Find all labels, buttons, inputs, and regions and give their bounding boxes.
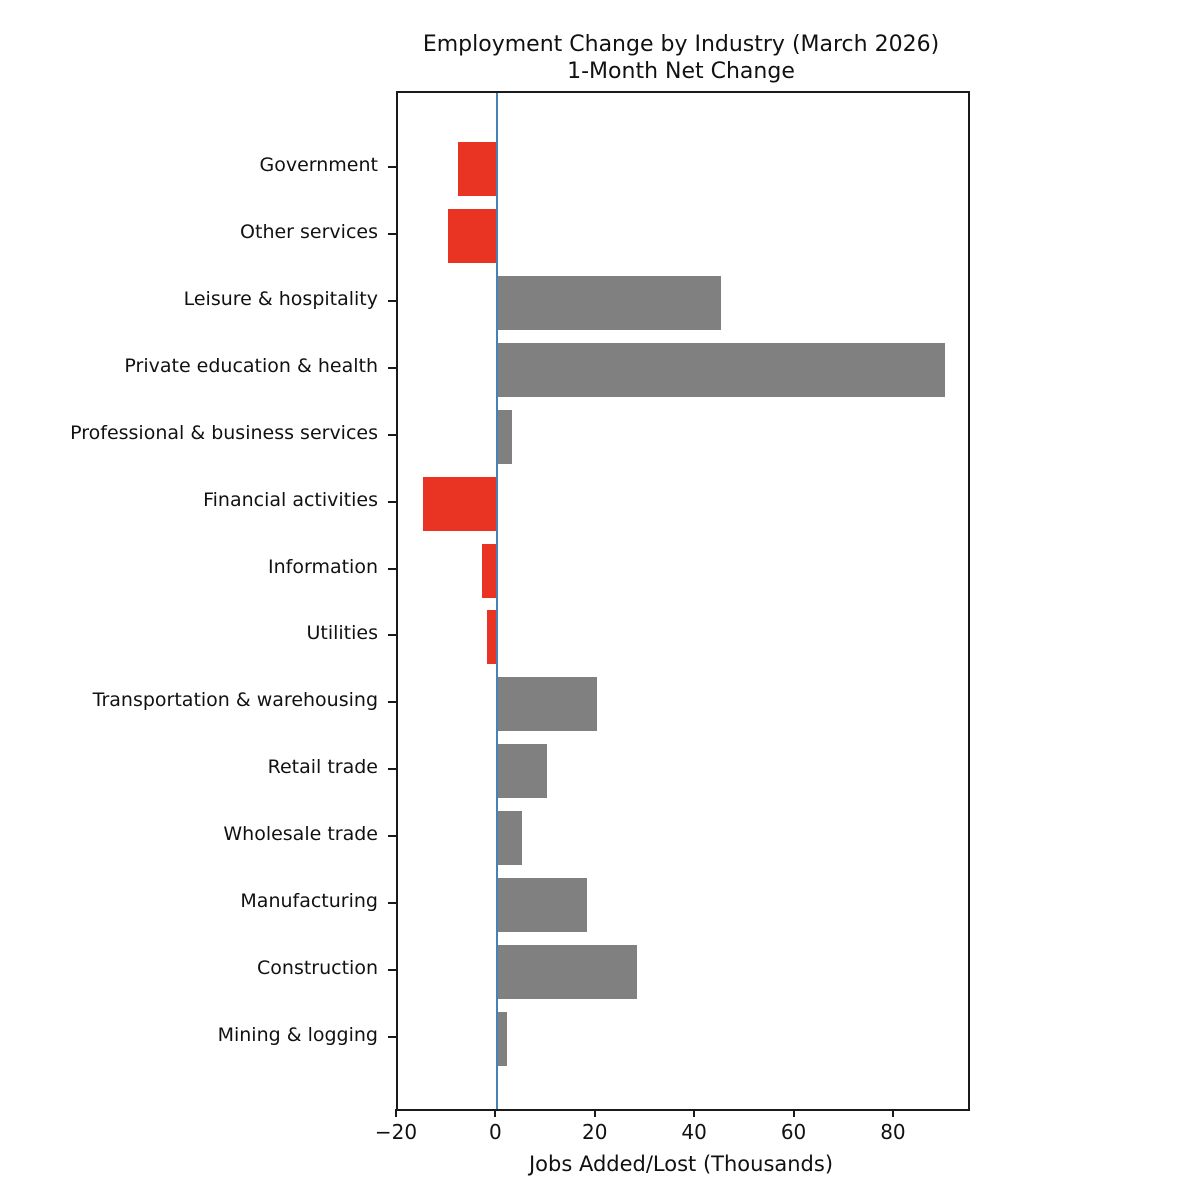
y-tick-mark — [388, 500, 396, 503]
x-tick-mark — [693, 1109, 696, 1117]
x-tick-label: 60 — [780, 1120, 807, 1144]
plot-area — [396, 91, 970, 1111]
zero-reference-line — [496, 93, 499, 1109]
y-tick-label: Other services — [240, 220, 378, 243]
y-tick-mark — [388, 902, 396, 905]
chart-title-line1: Employment Change by Industry (March 202… — [422, 32, 940, 57]
bar-professional-business-services — [497, 409, 513, 464]
x-tick-mark — [792, 1109, 795, 1117]
y-tick-mark — [388, 433, 396, 436]
y-tick-label: Wholesale trade — [223, 823, 378, 846]
y-tick-mark — [388, 299, 396, 302]
y-tick-mark — [388, 969, 396, 972]
y-tick-label: Financial activities — [203, 488, 378, 511]
chart-title-line2: 1-Month Net Change — [567, 59, 795, 84]
x-tick-mark — [494, 1109, 497, 1117]
bar-retail-trade — [497, 744, 548, 799]
y-tick-mark — [388, 166, 396, 168]
x-axis-label: Jobs Added/Lost (Thousands) — [528, 1152, 834, 1176]
bar-mining-logging — [497, 1012, 508, 1066]
bar-financial-activities — [422, 476, 498, 531]
bar-transportation-warehousing — [497, 677, 597, 732]
y-tick-label: Private education & health — [124, 354, 378, 377]
bar-leisure-hospitality — [497, 275, 721, 330]
bar-wholesale-trade — [497, 811, 523, 866]
x-tick-mark — [593, 1109, 596, 1117]
x-tick-label: 0 — [489, 1120, 502, 1144]
x-tick-mark — [395, 1109, 397, 1117]
x-tick-label: 20 — [582, 1120, 608, 1144]
y-tick-mark — [388, 701, 396, 704]
y-tick-label: Professional & business services — [70, 421, 378, 444]
bar-information — [482, 543, 498, 598]
bar-construction — [497, 945, 637, 1000]
bar-private-education-health — [497, 342, 945, 397]
y-tick-label: Construction — [257, 957, 378, 980]
x-tick-mark — [891, 1109, 894, 1117]
y-tick-mark — [388, 366, 396, 369]
y-tick-label: Transportation & warehousing — [92, 689, 378, 712]
y-tick-label: Leisure & hospitality — [183, 287, 378, 310]
y-tick-mark — [388, 567, 396, 570]
y-tick-label: Retail trade — [267, 756, 378, 779]
y-tick-label: Government — [259, 154, 379, 176]
y-tick-label: Manufacturing — [240, 890, 378, 913]
y-tick-label: Utilities — [306, 622, 378, 645]
x-tick-label: 40 — [681, 1120, 707, 1144]
bar-utilities — [487, 610, 498, 665]
x-tick-label: 80 — [880, 1120, 906, 1144]
y-tick-label: Information — [268, 555, 378, 578]
y-tick-label: Mining & logging — [217, 1024, 378, 1046]
y-tick-mark — [388, 232, 396, 235]
chart-title: Employment Change by Industry (March 202… — [396, 31, 966, 85]
bar-manufacturing — [497, 878, 587, 933]
bar-government — [457, 142, 498, 196]
x-tick-label: −20 — [374, 1120, 418, 1144]
y-tick-mark — [388, 768, 396, 771]
y-tick-mark — [388, 835, 396, 838]
bar-other-services — [447, 208, 498, 263]
y-tick-mark — [388, 1036, 396, 1038]
y-tick-mark — [388, 634, 396, 637]
